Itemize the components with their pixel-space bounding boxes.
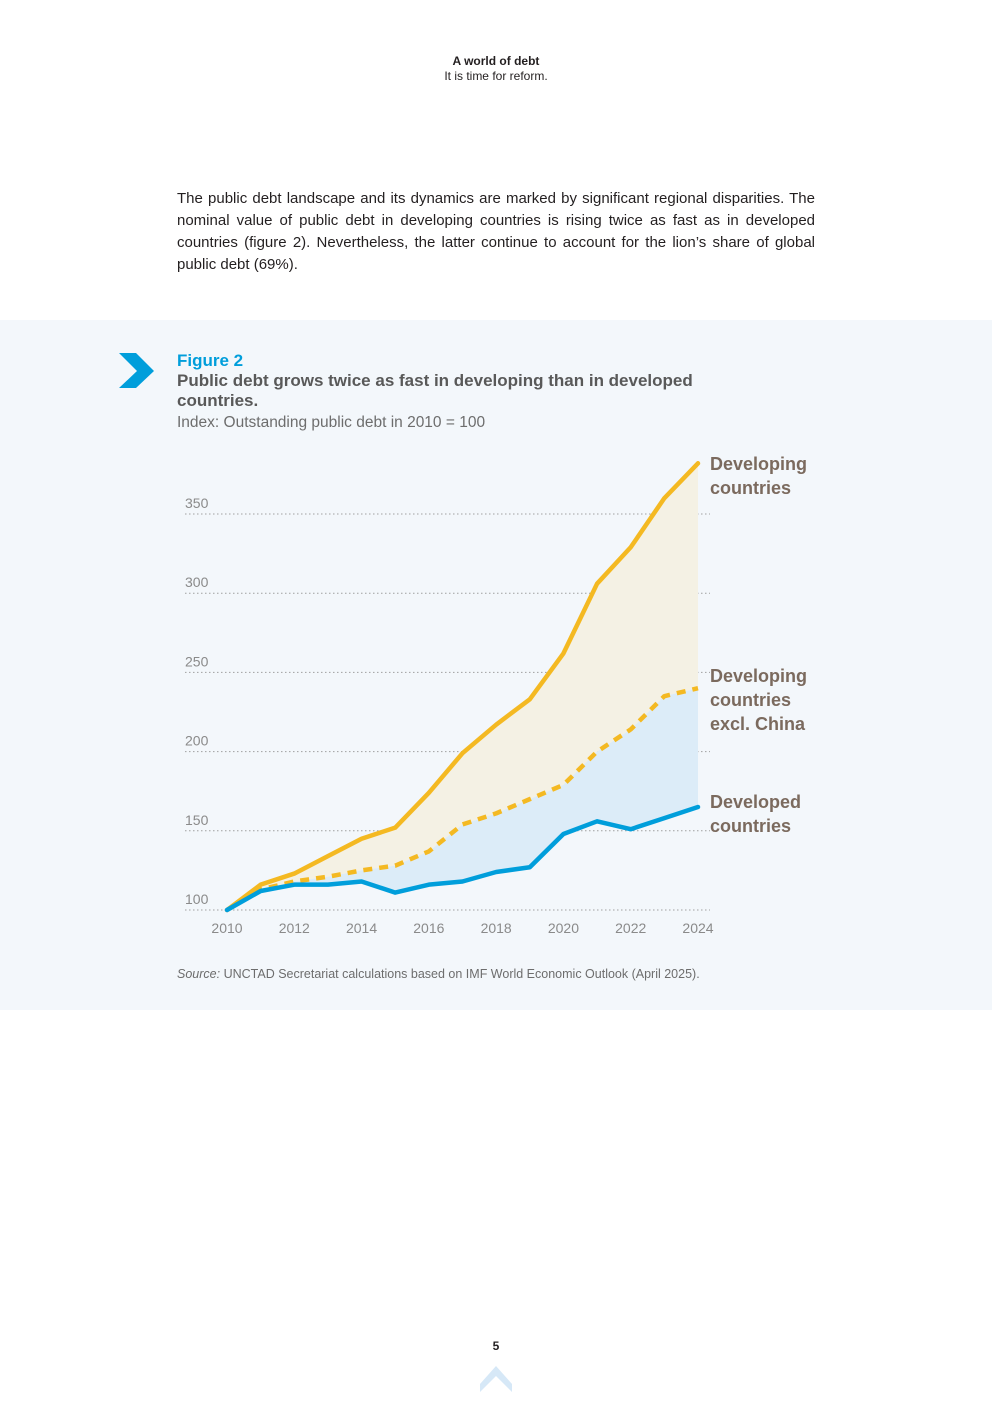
source-note: Source: UNCTAD Secretariat calculations … — [177, 967, 700, 981]
line-developing — [224, 461, 701, 913]
y-tick-label: 200 — [185, 733, 209, 749]
source-prefix: Source: — [177, 967, 221, 981]
chevron-right-icon — [119, 353, 154, 388]
label-developing-excl-china: excl. China — [710, 714, 806, 734]
y-tick-label: 100 — [185, 891, 209, 907]
label-developing: Developing — [710, 454, 807, 474]
header-subtitle: It is time for reform. — [444, 69, 548, 83]
chart-fills — [227, 463, 698, 910]
header-title: A world of debt — [452, 54, 540, 68]
intro-paragraph: The public debt landscape and its dynami… — [177, 190, 815, 273]
x-tick-label: 2024 — [682, 920, 713, 936]
chevron-up-icon[interactable] — [480, 1366, 512, 1392]
chart-lines — [224, 461, 701, 913]
figure-title: Public debt grows twice as fast in devel… — [177, 371, 693, 410]
label-developing: countries — [710, 478, 791, 498]
x-tick-label: 2016 — [413, 920, 444, 936]
fill-upper-band — [227, 463, 698, 910]
x-tick-label: 2018 — [481, 920, 512, 936]
page-number: 5 — [492, 1339, 500, 1353]
y-tick-label: 150 — [185, 812, 209, 828]
line-developed — [224, 804, 701, 913]
x-tick-label: 2010 — [211, 920, 242, 936]
label-developing-excl-china: Developing — [710, 666, 807, 686]
figure-label: Figure 2 — [177, 351, 244, 370]
figure-panel — [0, 320, 992, 1010]
series-labels: Developing countries Developing countries ex… — [710, 454, 807, 836]
figure-subtitle: Index: Outstanding public debt in 2010 =… — [177, 414, 486, 431]
x-tick-label: 2014 — [346, 920, 377, 936]
y-tick-label: 300 — [185, 574, 209, 590]
label-developed: Developed — [710, 792, 801, 812]
label-developed: countries — [710, 816, 791, 836]
running-header: A world of debt It is time for reform. — [0, 54, 992, 84]
y-axis-ticks: 100 150 200 250 300 350 — [185, 495, 209, 907]
line-developing-excl-china — [225, 686, 699, 912]
label-developing-excl-china: countries — [710, 690, 791, 710]
y-tick-label: 350 — [185, 495, 209, 511]
x-tick-label: 2012 — [279, 920, 310, 936]
x-tick-label: 2020 — [548, 920, 579, 936]
x-axis-ticks: 2010 2012 2014 2016 2018 2020 2022 2024 — [211, 920, 713, 936]
y-tick-label: 250 — [185, 653, 209, 669]
source-text: UNCTAD Secretariat calculations based on… — [220, 967, 700, 981]
x-tick-label: 2022 — [615, 920, 646, 936]
